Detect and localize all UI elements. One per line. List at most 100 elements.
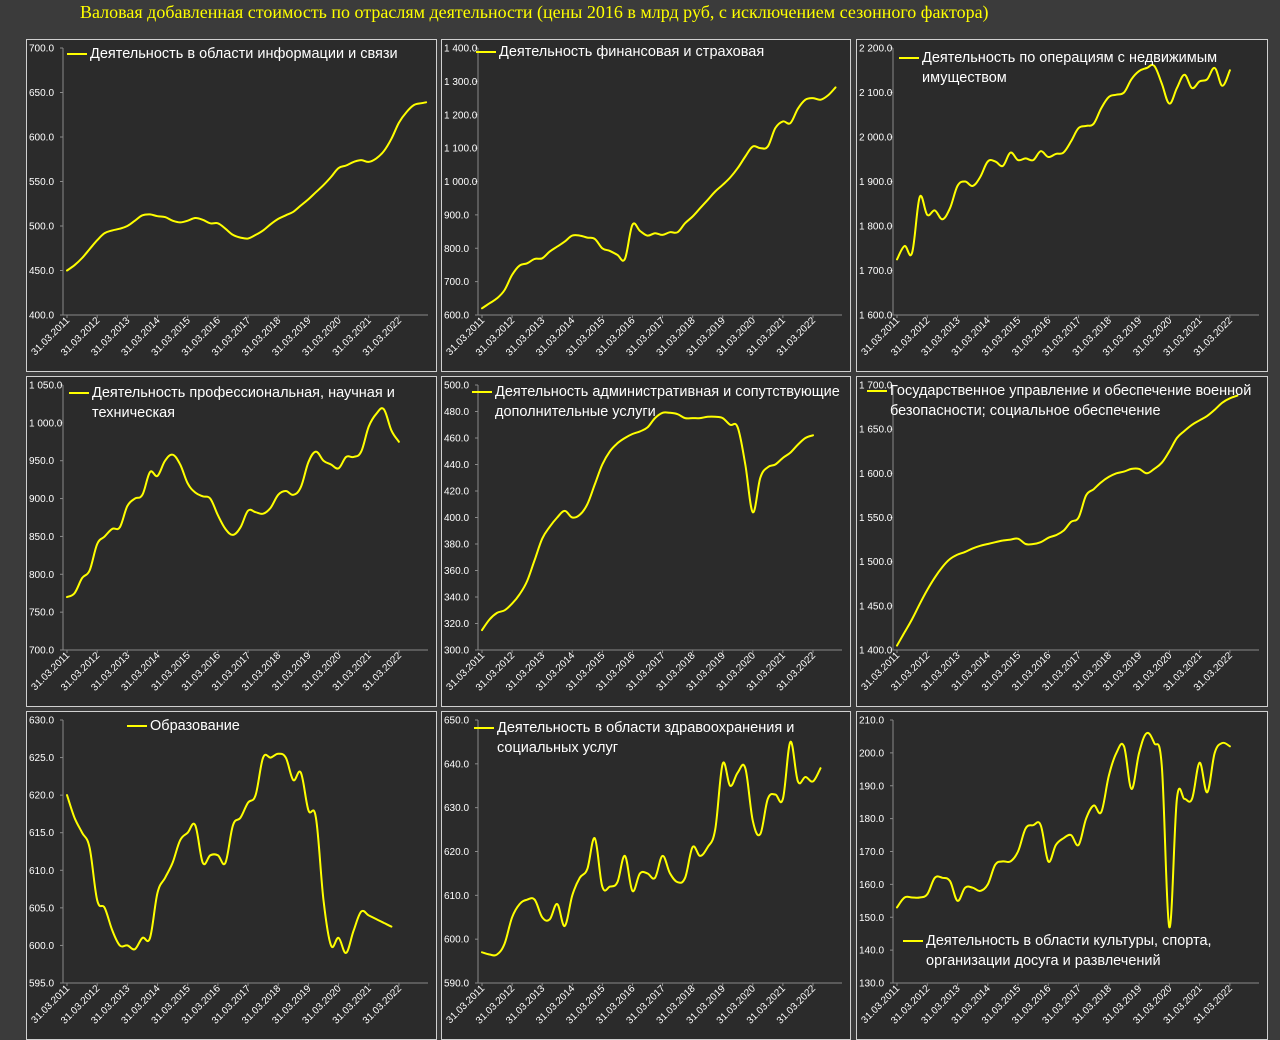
- chart-panel: 300.0 320.0 340.0 360.0 380.0 400.0 420.0 440.0…: [441, 376, 851, 707]
- chart-legend: Деятельность по операциям с недвижимым и…: [899, 48, 1259, 88]
- y-tick-label: 1 000.0: [444, 177, 478, 188]
- y-tick-label: 1 200.0: [444, 110, 478, 121]
- y-tick-label: 800.0: [444, 244, 469, 255]
- y-tick-label: 850.0: [29, 532, 54, 543]
- y-tick-label: 400.0: [444, 513, 469, 524]
- chart-svg: 700.0 750.0 800.0 850.0 900.0 950.0 1 000.0 1 0…: [29, 381, 428, 694]
- y-tick-label: 1 700.0: [859, 381, 893, 392]
- y-tick-label: 550.0: [29, 177, 54, 188]
- y-tick-label: 160.0: [859, 880, 884, 891]
- y-tick-label: 590.0: [444, 979, 469, 990]
- chart-legend: Деятельность в области информации и связ…: [67, 44, 427, 64]
- chart-svg: 590.0600.0610.0620.0630.0640.0650.031.03…: [444, 716, 842, 1027]
- y-tick-label: 600.0: [444, 311, 469, 322]
- y-tick-label: 900.0: [29, 494, 54, 505]
- legend-swatch: [474, 727, 494, 729]
- y-tick-label: 190.0: [859, 781, 884, 792]
- y-tick-label: 1 400.0: [444, 44, 478, 55]
- y-tick-label: 380.0: [444, 540, 469, 551]
- y-tick-label: 595.0: [29, 979, 54, 990]
- y-tick-label: 1 300.0: [444, 77, 478, 88]
- series-line: [481, 86, 837, 310]
- y-tick-label: 2 100.0: [859, 88, 893, 99]
- y-tick-label: 1 100.0: [444, 144, 478, 155]
- y-tick-label: 1 600.0: [859, 311, 893, 322]
- y-tick-label: 750.0: [29, 608, 54, 619]
- y-tick-label: 130.0: [859, 979, 884, 990]
- y-tick-label: 500.0: [444, 381, 469, 392]
- chart-legend: Образование: [127, 716, 387, 736]
- y-tick-label: 600.0: [29, 941, 54, 952]
- y-tick-label: 360.0: [444, 566, 469, 577]
- series-line: [66, 101, 428, 272]
- chart-legend: Деятельность в области здравоохранения и…: [474, 718, 834, 758]
- chart-panel: 1 400.0 1 450.0 1 500.0 1 550.0 1 600.0 1 650…: [856, 376, 1268, 707]
- y-tick-label: 1 550.0: [859, 513, 893, 524]
- legend-swatch: [476, 51, 496, 53]
- legend-label: Деятельность в области информации и связ…: [90, 46, 398, 62]
- y-tick-label: 1 650.0: [859, 425, 893, 436]
- y-tick-label: 450.0: [29, 266, 54, 277]
- series-line: [896, 63, 1231, 261]
- y-tick-label: 620.0: [29, 791, 54, 802]
- y-tick-label: 610.0: [29, 866, 54, 877]
- chart-legend: Государственное управление и обеспечение…: [867, 381, 1267, 421]
- y-tick-label: 650.0: [444, 716, 469, 727]
- series-line: [66, 752, 393, 954]
- y-tick-label: 625.0: [29, 753, 54, 764]
- series-line: [896, 394, 1239, 647]
- legend-label: Деятельность профессиональная, научная и…: [92, 385, 395, 421]
- chart-svg: 300.0 320.0 340.0 360.0 380.0 400.0 420.0 440.0…: [444, 381, 842, 694]
- y-tick-label: 140.0: [859, 946, 884, 957]
- legend-swatch: [127, 725, 147, 727]
- legend-swatch: [867, 390, 887, 392]
- y-tick-label: 700.0: [444, 277, 469, 288]
- y-tick-label: 300.0: [444, 646, 469, 657]
- chart-panel: 595.0 600.0 605.0 610.0 615.0 620.0 625.0 630.0…: [26, 711, 437, 1040]
- y-tick-label: 480.0: [444, 407, 469, 418]
- y-tick-label: 600.0: [444, 935, 469, 946]
- y-tick-label: 1 700.0: [859, 266, 893, 277]
- chart-panel: 1 600.0 1 700.0 1 800.0 1 900.0 2 000.0 2 100…: [856, 39, 1268, 372]
- y-tick-label: 615.0: [29, 828, 54, 839]
- chart-panel: 600.0 700.0 800.0 900.0 1 000.0 1 100.0 1 200.…: [441, 39, 851, 372]
- chart-legend: Деятельность финансовая и страховая: [476, 42, 836, 62]
- chart-panel: 400.0 450.0 500.0 550.0 600.0 650.0 700.0 31.03…: [26, 39, 437, 372]
- y-tick-label: 2 200.0: [859, 44, 893, 55]
- chart-panel: 590.0 600.0 610.0 620.0 630.0 640.0 650.0 31.03…: [441, 711, 851, 1040]
- y-tick-label: 320.0: [444, 619, 469, 630]
- legend-swatch: [69, 392, 89, 394]
- y-tick-label: 1 500.0: [859, 557, 893, 568]
- y-tick-label: 500.0: [29, 222, 54, 233]
- chart-legend: Деятельность административная и сопутств…: [472, 382, 852, 422]
- legend-swatch: [899, 57, 919, 59]
- y-tick-label: 700.0: [29, 646, 54, 657]
- y-tick-label: 640.0: [444, 759, 469, 770]
- series-line: [896, 731, 1231, 929]
- series-line: [481, 411, 814, 632]
- y-tick-label: 650.0: [29, 88, 54, 99]
- chart-panel: 130.0 140.0 150.0 160.0 170.0 180.0 190.0 200.0…: [856, 711, 1268, 1040]
- chart-legend: Деятельность в области культуры, спорта,…: [903, 931, 1263, 971]
- y-tick-label: 800.0: [29, 570, 54, 581]
- y-tick-label: 1 050.0: [29, 381, 63, 392]
- legend-swatch: [67, 53, 87, 55]
- y-tick-label: 440.0: [444, 460, 469, 471]
- chart-panel: 700.0 750.0 800.0 850.0 900.0 950.0 1 000.0 1 0…: [26, 376, 437, 707]
- y-tick-label: 700.0: [29, 44, 54, 55]
- chart-legend: Деятельность профессиональная, научная и…: [69, 383, 429, 423]
- y-tick-label: 630.0: [444, 803, 469, 814]
- legend-swatch: [903, 940, 923, 942]
- y-tick-label: 1 800.0: [859, 222, 893, 233]
- legend-swatch: [472, 391, 492, 393]
- legend-label: Деятельность финансовая и страховая: [499, 44, 765, 60]
- y-tick-label: 605.0: [29, 903, 54, 914]
- series-line: [481, 740, 822, 957]
- y-tick-label: 950.0: [29, 456, 54, 467]
- y-tick-label: 400.0: [29, 311, 54, 322]
- y-tick-label: 1 600.0: [859, 469, 893, 480]
- y-tick-label: 460.0: [444, 434, 469, 445]
- y-tick-label: 600.0: [29, 133, 54, 144]
- y-tick-label: 610.0: [444, 891, 469, 902]
- y-tick-label: 630.0: [29, 716, 54, 727]
